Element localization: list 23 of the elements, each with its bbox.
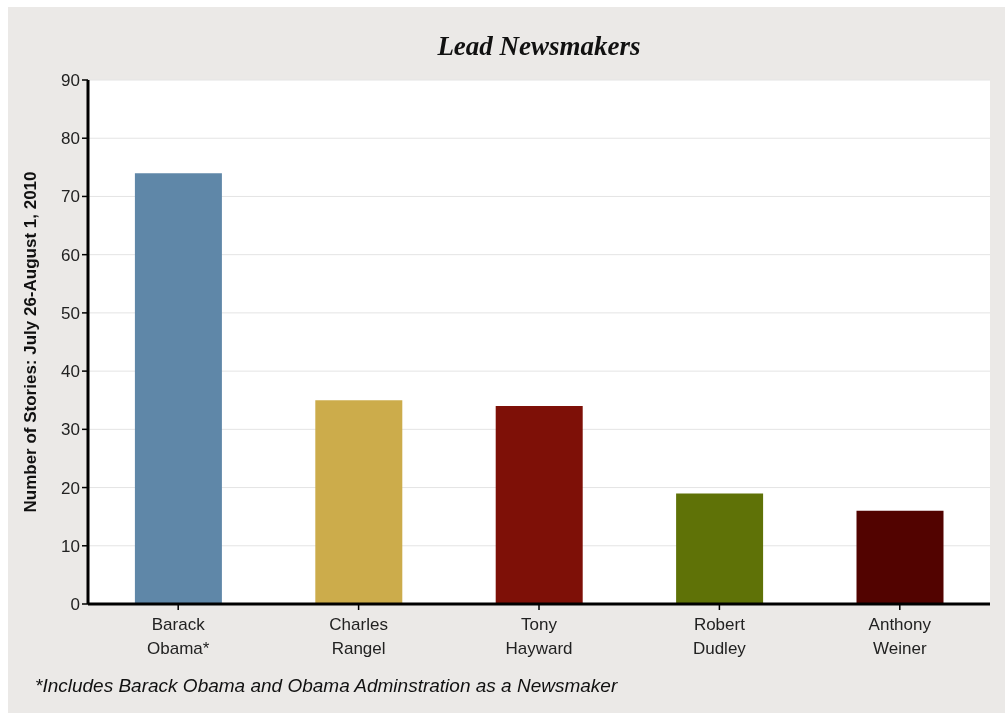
y-tick-label: 60 (61, 245, 80, 265)
y-tick-label: 10 (61, 536, 80, 556)
y-axis-title: Number of Stories: July 26-August 1, 2010 (20, 171, 40, 513)
x-tick-label: Charles Rangel (329, 615, 388, 658)
y-tick-label: 0 (70, 595, 80, 615)
y-tick-label: 20 (61, 478, 80, 498)
bar (676, 493, 764, 604)
y-tick-label: 70 (61, 187, 80, 207)
text: *Includes Barack Obama and Obama Adminstration as a Newsmaker (35, 675, 618, 697)
y-tick-label: 40 (61, 362, 80, 382)
chart-title: Lead Newsmakers (436, 30, 642, 62)
bar (134, 173, 222, 604)
y-tick-label: 30 (61, 420, 80, 440)
x-tick-label: Tony Hayward (505, 615, 573, 658)
x-tick-label: Robert Dudley (692, 615, 747, 658)
bar (315, 400, 403, 604)
y-tick-label: 80 (61, 129, 80, 149)
y-tick-label: 50 (61, 303, 80, 323)
x-tick-label: Anthony Weiner (868, 615, 932, 658)
bar (856, 510, 944, 604)
x-tick-label: Barack Obama* (147, 615, 210, 658)
y-tick-label: 90 (61, 71, 80, 91)
bar (495, 406, 583, 604)
